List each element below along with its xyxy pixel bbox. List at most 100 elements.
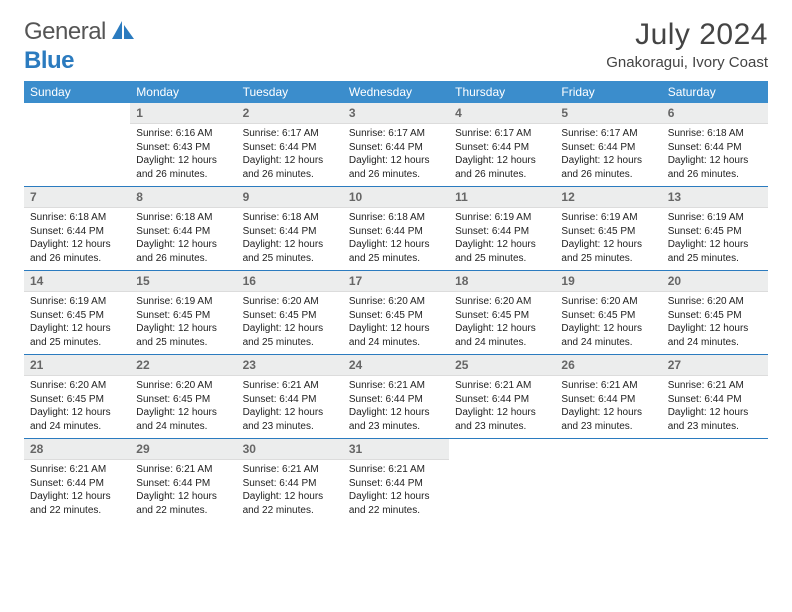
sunset-text: Sunset: 6:45 PM (561, 309, 655, 323)
daylight-text: Daylight: 12 hours and 26 minutes. (136, 154, 230, 181)
day-details: Sunrise: 6:21 AMSunset: 6:44 PMDaylight:… (662, 376, 768, 438)
location-subtitle: Gnakoragui, Ivory Coast (606, 54, 768, 71)
daylight-text: Daylight: 12 hours and 25 minutes. (668, 238, 762, 265)
brand-text-2: Blue (24, 47, 74, 75)
sunset-text: Sunset: 6:45 PM (668, 225, 762, 239)
daylight-text: Daylight: 12 hours and 26 minutes. (136, 238, 230, 265)
day-number: 18 (449, 271, 555, 292)
daylight-text: Daylight: 12 hours and 23 minutes. (561, 406, 655, 433)
day-details: Sunrise: 6:19 AMSunset: 6:45 PMDaylight:… (662, 208, 768, 270)
calendar-day-cell: 21Sunrise: 6:20 AMSunset: 6:45 PMDayligh… (24, 355, 130, 439)
daylight-text: Daylight: 12 hours and 24 minutes. (349, 322, 443, 349)
sunrise-text: Sunrise: 6:20 AM (668, 295, 762, 309)
sunrise-text: Sunrise: 6:20 AM (136, 379, 230, 393)
daylight-text: Daylight: 12 hours and 24 minutes. (561, 322, 655, 349)
day-details: Sunrise: 6:19 AMSunset: 6:44 PMDaylight:… (449, 208, 555, 270)
daylight-text: Daylight: 12 hours and 24 minutes. (136, 406, 230, 433)
calendar-day-cell: 7Sunrise: 6:18 AMSunset: 6:44 PMDaylight… (24, 187, 130, 271)
day-number: 23 (237, 355, 343, 376)
calendar-day-cell: 6Sunrise: 6:18 AMSunset: 6:44 PMDaylight… (662, 103, 768, 187)
sunset-text: Sunset: 6:44 PM (349, 141, 443, 155)
day-details: Sunrise: 6:17 AMSunset: 6:44 PMDaylight:… (237, 124, 343, 186)
sunset-text: Sunset: 6:44 PM (668, 393, 762, 407)
sunrise-text: Sunrise: 6:19 AM (668, 211, 762, 225)
weekday-header: Thursday (449, 81, 555, 103)
weekday-header: Friday (555, 81, 661, 103)
calendar-day-cell: 26Sunrise: 6:21 AMSunset: 6:44 PMDayligh… (555, 355, 661, 439)
day-details: Sunrise: 6:21 AMSunset: 6:44 PMDaylight:… (237, 460, 343, 522)
sunset-text: Sunset: 6:44 PM (243, 393, 337, 407)
calendar-week-row: 28Sunrise: 6:21 AMSunset: 6:44 PMDayligh… (24, 439, 768, 523)
sunset-text: Sunset: 6:44 PM (136, 477, 230, 491)
daylight-text: Daylight: 12 hours and 24 minutes. (455, 322, 549, 349)
sunrise-text: Sunrise: 6:19 AM (561, 211, 655, 225)
sunset-text: Sunset: 6:44 PM (243, 225, 337, 239)
daylight-text: Daylight: 12 hours and 25 minutes. (349, 238, 443, 265)
sunrise-text: Sunrise: 6:18 AM (243, 211, 337, 225)
sunrise-text: Sunrise: 6:18 AM (136, 211, 230, 225)
sunset-text: Sunset: 6:44 PM (243, 141, 337, 155)
sunrise-text: Sunrise: 6:21 AM (243, 463, 337, 477)
sunset-text: Sunset: 6:44 PM (349, 225, 443, 239)
calendar-day-cell (449, 439, 555, 523)
daylight-text: Daylight: 12 hours and 25 minutes. (30, 322, 124, 349)
day-number: 14 (24, 271, 130, 292)
day-details: Sunrise: 6:17 AMSunset: 6:44 PMDaylight:… (449, 124, 555, 186)
day-number: 22 (130, 355, 236, 376)
calendar-day-cell: 3 Sunrise: 6:17 AMSunset: 6:44 PMDaylight… (343, 103, 449, 187)
weekday-header: Monday (130, 81, 236, 103)
calendar-day-cell: 28Sunrise: 6:21 AMSunset: 6:44 PMDayligh… (24, 439, 130, 523)
brand-text-1: General (24, 18, 106, 46)
sunrise-text: Sunrise: 6:20 AM (243, 295, 337, 309)
calendar-day-cell: 1Sunrise: 6:16 AMSunset: 6:43 PMDaylight… (130, 103, 236, 187)
calendar-week-row: 14Sunrise: 6:19 AMSunset: 6:45 PMDayligh… (24, 271, 768, 355)
day-details: Sunrise: 6:18 AMSunset: 6:44 PMDaylight:… (343, 208, 449, 270)
weekday-header-row: Sunday Monday Tuesday Wednesday Thursday… (24, 81, 768, 103)
calendar-day-cell: 17Sunrise: 6:20 AMSunset: 6:45 PMDayligh… (343, 271, 449, 355)
calendar-day-cell: 25Sunrise: 6:21 AMSunset: 6:44 PMDayligh… (449, 355, 555, 439)
daylight-text: Daylight: 12 hours and 24 minutes. (30, 406, 124, 433)
sunrise-text: Sunrise: 6:21 AM (349, 379, 443, 393)
calendar-week-row: 7Sunrise: 6:18 AMSunset: 6:44 PMDaylight… (24, 187, 768, 271)
sunset-text: Sunset: 6:45 PM (668, 309, 762, 323)
day-number: 30 (237, 439, 343, 460)
day-details: Sunrise: 6:16 AMSunset: 6:43 PMDaylight:… (130, 124, 236, 186)
daylight-text: Daylight: 12 hours and 26 minutes. (349, 154, 443, 181)
calendar-day-cell (555, 439, 661, 523)
sunset-text: Sunset: 6:45 PM (136, 393, 230, 407)
sunset-text: Sunset: 6:44 PM (455, 141, 549, 155)
day-number: 27 (662, 355, 768, 376)
sunrise-text: Sunrise: 6:18 AM (668, 127, 762, 141)
sunset-text: Sunset: 6:44 PM (243, 477, 337, 491)
calendar-day-cell (24, 103, 130, 187)
sunrise-text: Sunrise: 6:20 AM (349, 295, 443, 309)
daylight-text: Daylight: 12 hours and 22 minutes. (243, 490, 337, 517)
sunrise-text: Sunrise: 6:20 AM (561, 295, 655, 309)
day-details: Sunrise: 6:17 AMSunset: 6:44 PMDaylight:… (555, 124, 661, 186)
day-number: 20 (662, 271, 768, 292)
day-details: Sunrise: 6:20 AMSunset: 6:45 PMDaylight:… (24, 376, 130, 438)
day-details: Sunrise: 6:18 AMSunset: 6:44 PMDaylight:… (130, 208, 236, 270)
day-details: Sunrise: 6:21 AMSunset: 6:44 PMDaylight:… (24, 460, 130, 522)
day-details: Sunrise: 6:21 AMSunset: 6:44 PMDaylight:… (555, 376, 661, 438)
sunrise-text: Sunrise: 6:17 AM (349, 127, 443, 141)
sunset-text: Sunset: 6:44 PM (349, 393, 443, 407)
day-details: Sunrise: 6:19 AMSunset: 6:45 PMDaylight:… (130, 292, 236, 354)
weekday-header: Tuesday (237, 81, 343, 103)
sunrise-text: Sunrise: 6:18 AM (349, 211, 443, 225)
calendar-day-cell: 11Sunrise: 6:19 AMSunset: 6:44 PMDayligh… (449, 187, 555, 271)
sunrise-text: Sunrise: 6:19 AM (30, 295, 124, 309)
daylight-text: Daylight: 12 hours and 26 minutes. (243, 154, 337, 181)
calendar-day-cell: 15Sunrise: 6:19 AMSunset: 6:45 PMDayligh… (130, 271, 236, 355)
day-number: 9 (237, 187, 343, 208)
daylight-text: Daylight: 12 hours and 25 minutes. (455, 238, 549, 265)
brand-sail-icon (110, 19, 136, 46)
day-number: 3 (343, 103, 449, 124)
daylight-text: Daylight: 12 hours and 25 minutes. (561, 238, 655, 265)
calendar-day-cell: 5Sunrise: 6:17 AMSunset: 6:44 PMDaylight… (555, 103, 661, 187)
day-number: 10 (343, 187, 449, 208)
calendar-day-cell: 30Sunrise: 6:21 AMSunset: 6:44 PMDayligh… (237, 439, 343, 523)
day-details: Sunrise: 6:20 AMSunset: 6:45 PMDaylight:… (343, 292, 449, 354)
calendar-day-cell: 4Sunrise: 6:17 AMSunset: 6:44 PMDaylight… (449, 103, 555, 187)
day-details: Sunrise: 6:21 AMSunset: 6:44 PMDaylight:… (343, 376, 449, 438)
